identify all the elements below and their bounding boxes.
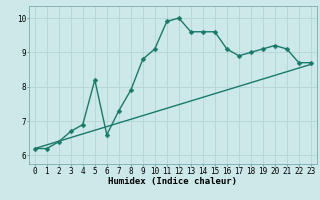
- X-axis label: Humidex (Indice chaleur): Humidex (Indice chaleur): [108, 177, 237, 186]
